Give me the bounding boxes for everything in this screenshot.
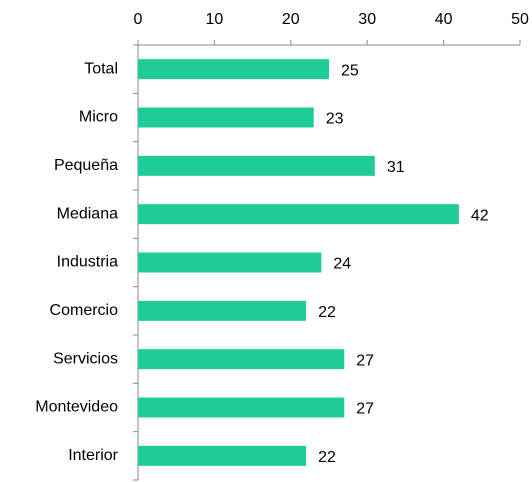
y-tick-label: Comercio <box>50 302 119 319</box>
x-tick-label: 50 <box>511 11 529 28</box>
x-tick-label: 10 <box>206 11 224 28</box>
x-tick-label: 40 <box>435 11 453 28</box>
y-tick-label: Mediana <box>57 205 118 222</box>
value-label: 31 <box>387 159 405 176</box>
bar <box>138 397 345 418</box>
value-label: 27 <box>356 401 374 418</box>
value-label: 25 <box>341 62 359 79</box>
x-tick-label: 20 <box>282 11 300 28</box>
x-tick-label: 30 <box>358 11 376 28</box>
value-label: 42 <box>471 207 489 224</box>
value-label: 27 <box>356 352 374 369</box>
bar <box>138 107 314 128</box>
bar <box>138 59 329 80</box>
x-tick-label: 0 <box>134 11 143 28</box>
y-tick-label: Total <box>84 60 118 77</box>
bar <box>138 252 322 273</box>
bar <box>138 300 307 321</box>
y-tick-label: Industria <box>57 254 118 271</box>
bar <box>138 445 307 466</box>
y-tick-label: Interior <box>68 447 118 464</box>
bar <box>138 349 345 370</box>
bar <box>138 155 375 176</box>
value-label: 22 <box>318 449 336 466</box>
value-label: 23 <box>326 111 344 128</box>
y-tick-label: Pequeña <box>54 157 118 174</box>
value-label: 24 <box>333 256 351 273</box>
bar <box>138 204 459 225</box>
y-tick-label: Micro <box>79 109 118 126</box>
y-tick-label: Montevideo <box>35 399 118 416</box>
value-label: 22 <box>318 304 336 321</box>
y-tick-label: Servicios <box>53 350 118 367</box>
